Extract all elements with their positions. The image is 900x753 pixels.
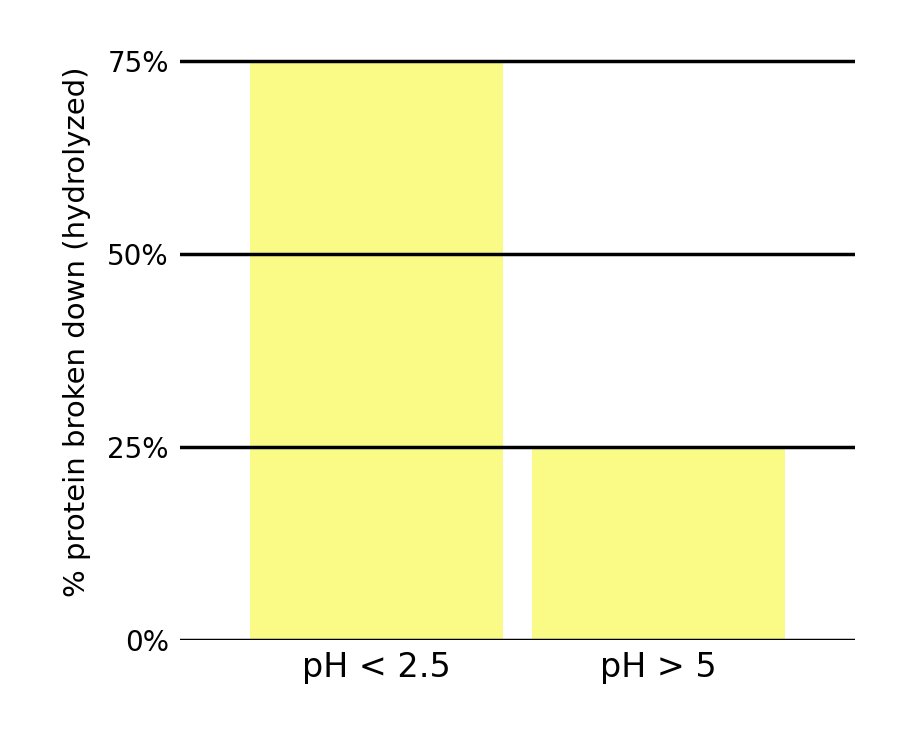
Bar <box>532 447 785 640</box>
Y-axis label: % protein broken down (hydrolyzed): % protein broken down (hydrolyzed) <box>63 66 91 596</box>
Bar <box>250 61 503 640</box>
